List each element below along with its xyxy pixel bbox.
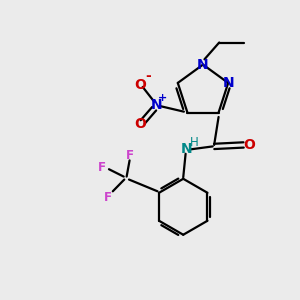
Text: F: F [103, 191, 112, 204]
Text: F: F [126, 149, 134, 162]
Text: O: O [243, 138, 255, 152]
Text: N: N [180, 142, 192, 156]
Text: O: O [134, 117, 146, 131]
Text: +: + [158, 93, 168, 103]
Text: -: - [146, 69, 152, 83]
Text: O: O [134, 78, 146, 92]
Text: H: H [190, 136, 199, 149]
Text: N: N [197, 58, 209, 72]
Text: N: N [222, 76, 234, 90]
Text: N: N [151, 98, 162, 112]
Text: F: F [98, 161, 106, 174]
